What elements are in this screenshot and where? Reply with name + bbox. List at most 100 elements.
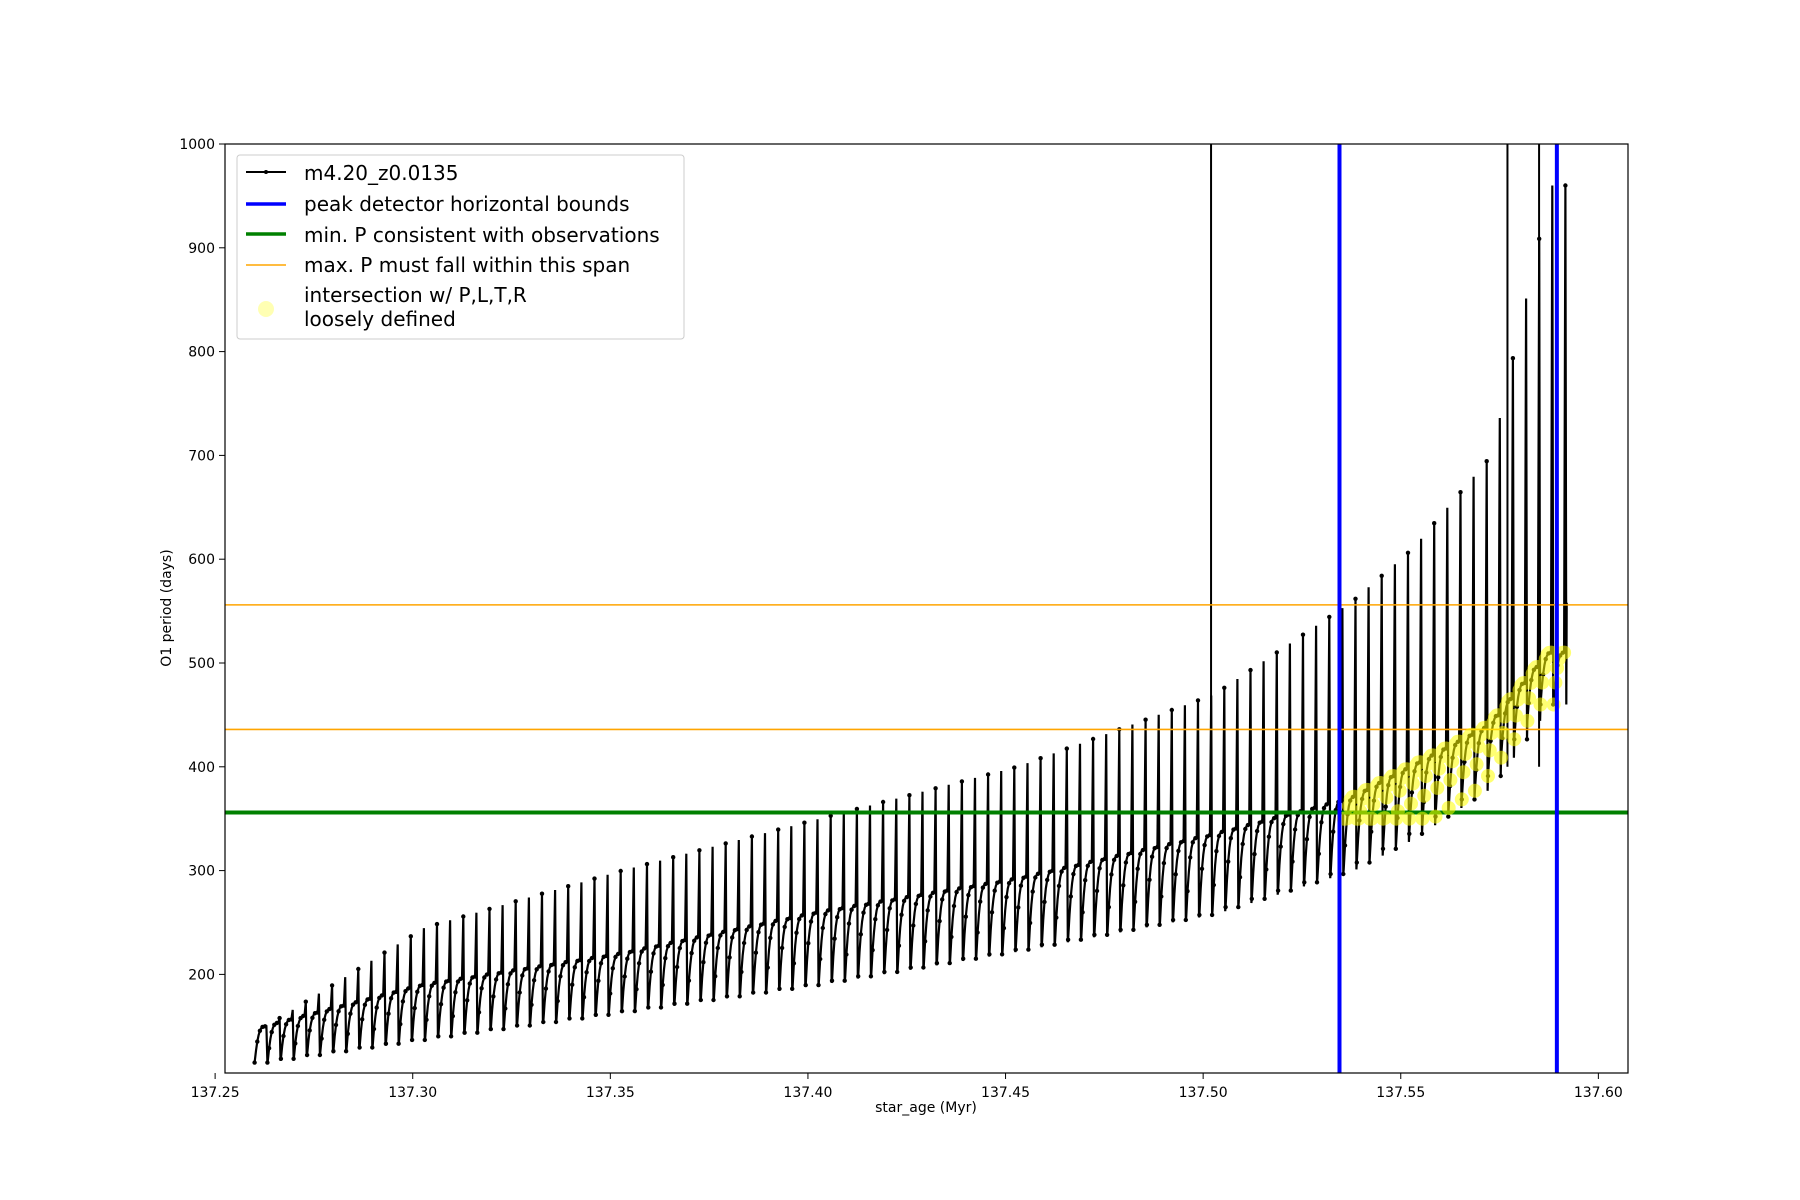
legend-swatch-model-dot — [264, 170, 268, 174]
model-point — [1109, 872, 1114, 877]
intersection-point — [1509, 708, 1523, 723]
legend-label-max-p: max. P must fall within this span — [304, 253, 630, 277]
model-point — [608, 991, 613, 996]
model-point — [558, 974, 563, 979]
model-point — [825, 908, 831, 913]
model-point — [367, 996, 373, 1001]
model-point — [840, 905, 845, 911]
intersection-point — [1471, 739, 1486, 754]
model-point — [1249, 896, 1255, 901]
intersection-point — [1507, 732, 1522, 747]
model-point — [289, 1017, 294, 1022]
model-point — [814, 910, 819, 915]
model-point — [959, 779, 965, 784]
model-point — [1012, 765, 1017, 770]
model-point — [854, 806, 860, 812]
model-point — [1188, 855, 1193, 860]
model-point — [291, 1056, 296, 1062]
intersection-point — [1520, 713, 1535, 728]
model-point — [668, 940, 673, 946]
model-point — [907, 793, 912, 798]
model-point — [1243, 826, 1248, 832]
model-point — [1254, 828, 1260, 834]
model-point — [487, 906, 492, 912]
model-point — [1260, 819, 1265, 824]
axes-frame — [224, 143, 1629, 1074]
model-point — [255, 1039, 260, 1044]
legend-swatch-intersection — [258, 301, 274, 317]
model-point — [1035, 871, 1041, 876]
model-point — [1274, 650, 1280, 655]
model-point — [790, 986, 795, 991]
model-point — [1106, 904, 1112, 910]
model-point — [861, 910, 866, 915]
y-tick-label: 800 — [188, 345, 215, 361]
model-point — [1045, 877, 1050, 883]
model-point — [388, 996, 394, 1001]
model-point — [424, 1017, 429, 1022]
model-point — [973, 956, 979, 961]
model-point — [1167, 842, 1172, 847]
intersection-point — [1430, 780, 1445, 795]
intersection-point — [1428, 809, 1443, 824]
intersection-point — [1402, 811, 1417, 826]
model-point — [322, 1017, 327, 1022]
model-point — [768, 935, 773, 941]
model-point — [744, 927, 749, 933]
model-point — [539, 891, 545, 896]
model-point — [1004, 894, 1009, 900]
y-axis-title: O1 period (days) — [159, 549, 175, 666]
intersection-point — [1535, 675, 1550, 690]
model-point — [723, 841, 728, 846]
model-point — [878, 899, 883, 904]
model-point — [828, 813, 833, 818]
model-point — [345, 1031, 350, 1037]
model-point — [593, 1012, 598, 1017]
model-point — [604, 953, 609, 959]
model-point — [1181, 838, 1186, 844]
model-point — [1135, 866, 1140, 871]
legend-label-min-p: min. P consistent with observations — [304, 223, 660, 247]
model-point — [394, 989, 399, 994]
model-point — [362, 1002, 368, 1007]
model-point — [751, 990, 756, 995]
model-point — [1405, 550, 1411, 555]
model-point — [761, 921, 766, 926]
model-point — [1245, 822, 1251, 828]
model-point — [1211, 882, 1217, 888]
model-point — [1458, 490, 1463, 495]
intersection-point — [1415, 811, 1430, 826]
model-point — [671, 855, 676, 860]
ticks: 137.25 137.30 137.35 137.40 137.45 137.50 137.… — [179, 137, 1622, 1101]
model-point — [1042, 899, 1047, 905]
model-point — [829, 978, 835, 983]
model-point — [983, 881, 988, 887]
model-point — [1199, 866, 1205, 871]
model-point — [947, 960, 952, 966]
intersection-point — [1557, 645, 1572, 660]
model-point — [1281, 821, 1286, 827]
model-point — [1065, 937, 1071, 942]
model-point — [630, 949, 635, 954]
model-point — [570, 982, 575, 987]
model-point — [510, 968, 516, 973]
model-point — [329, 983, 335, 988]
x-tick-label: 137.50 — [1179, 1085, 1228, 1101]
model-point — [799, 913, 804, 918]
intersection-point — [1495, 726, 1510, 740]
model-point — [842, 978, 847, 983]
model-point — [527, 1023, 532, 1028]
model-point — [274, 1020, 280, 1026]
model-point — [1327, 614, 1332, 620]
model-point — [1328, 871, 1333, 877]
model-point — [1226, 859, 1231, 864]
model-point — [619, 1008, 625, 1014]
model-point — [985, 772, 991, 777]
model-point — [1094, 888, 1100, 894]
model-point — [663, 956, 668, 961]
model-point — [949, 934, 954, 940]
model-point — [596, 978, 601, 983]
model-point — [396, 1041, 401, 1046]
model-point — [448, 1034, 454, 1039]
model-point — [724, 994, 730, 999]
